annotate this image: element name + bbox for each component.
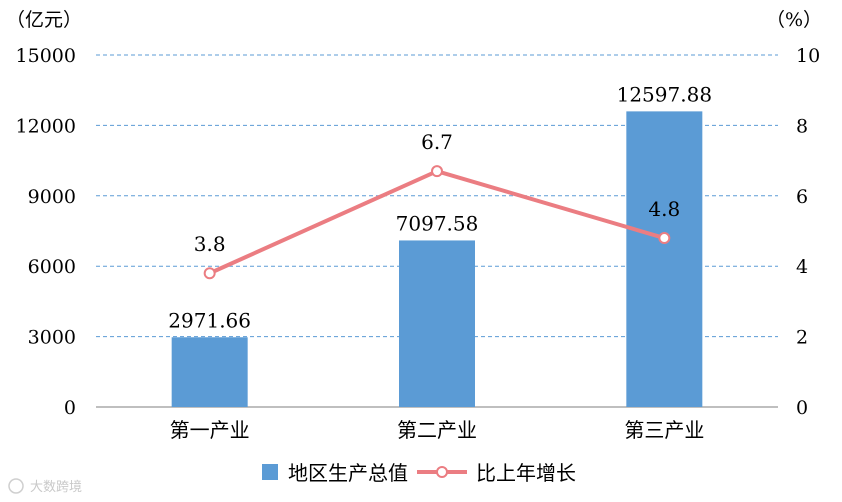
bar-data-label: 2971.66 (168, 308, 251, 332)
line-data-label: 3.8 (194, 232, 226, 256)
category-label: 第三产业 (624, 418, 704, 442)
right-tick-label: 10 (796, 45, 820, 67)
right-tick-label: 6 (796, 186, 808, 208)
left-tick-label: 9000 (28, 186, 76, 208)
bar-data-label: 7097.58 (396, 211, 479, 235)
legend-line-marker (436, 466, 448, 478)
bar (171, 337, 248, 407)
watermark-text: 大数跨境 (30, 480, 82, 495)
left-tick-label: 0 (64, 397, 76, 419)
bar (626, 111, 703, 407)
right-tick-label: 2 (796, 327, 808, 349)
line-data-labels: 3.8 6.7 4.8 (194, 130, 680, 256)
right-tick-label: 0 (796, 397, 808, 419)
line-data-label: 6.7 (421, 130, 453, 154)
legend-line-label: 比上年增长 (476, 461, 576, 485)
line-point (203, 267, 216, 280)
watermark-logo-icon (8, 478, 24, 494)
right-tick-label: 8 (796, 115, 808, 137)
line-series (203, 165, 671, 280)
category-label: 第二产业 (397, 418, 477, 442)
legend-bar-label: 地区生产总值 (288, 461, 408, 485)
line-data-label: 4.8 (648, 197, 680, 221)
left-tick-label: 12000 (16, 115, 76, 137)
left-tick-label: 6000 (28, 256, 76, 278)
bar-series (171, 111, 703, 407)
line-point (431, 165, 443, 178)
legend-bar-swatch (262, 464, 278, 480)
right-axis-unit: （%） (766, 9, 822, 31)
left-axis-unit: （亿元） (6, 9, 82, 31)
bar-data-labels: 2971.66 7097.58 12597.88 (168, 82, 712, 332)
left-tick-label: 3000 (28, 327, 76, 349)
left-axis-ticks: 0 3000 6000 9000 12000 15000 (16, 45, 76, 419)
category-label: 第一产业 (170, 418, 250, 442)
right-axis-ticks: 0 2 4 6 8 10 (796, 45, 820, 419)
line-point (658, 232, 671, 245)
right-tick-label: 4 (796, 256, 808, 278)
category-labels: 第一产业 第二产业 第三产业 (170, 418, 705, 442)
left-tick-label: 15000 (16, 45, 76, 67)
bar-data-label: 12597.88 (617, 82, 712, 106)
watermark: 大数跨境 (8, 478, 82, 495)
legend: 地区生产总值 比上年增长 (262, 461, 576, 485)
bar (399, 240, 475, 407)
